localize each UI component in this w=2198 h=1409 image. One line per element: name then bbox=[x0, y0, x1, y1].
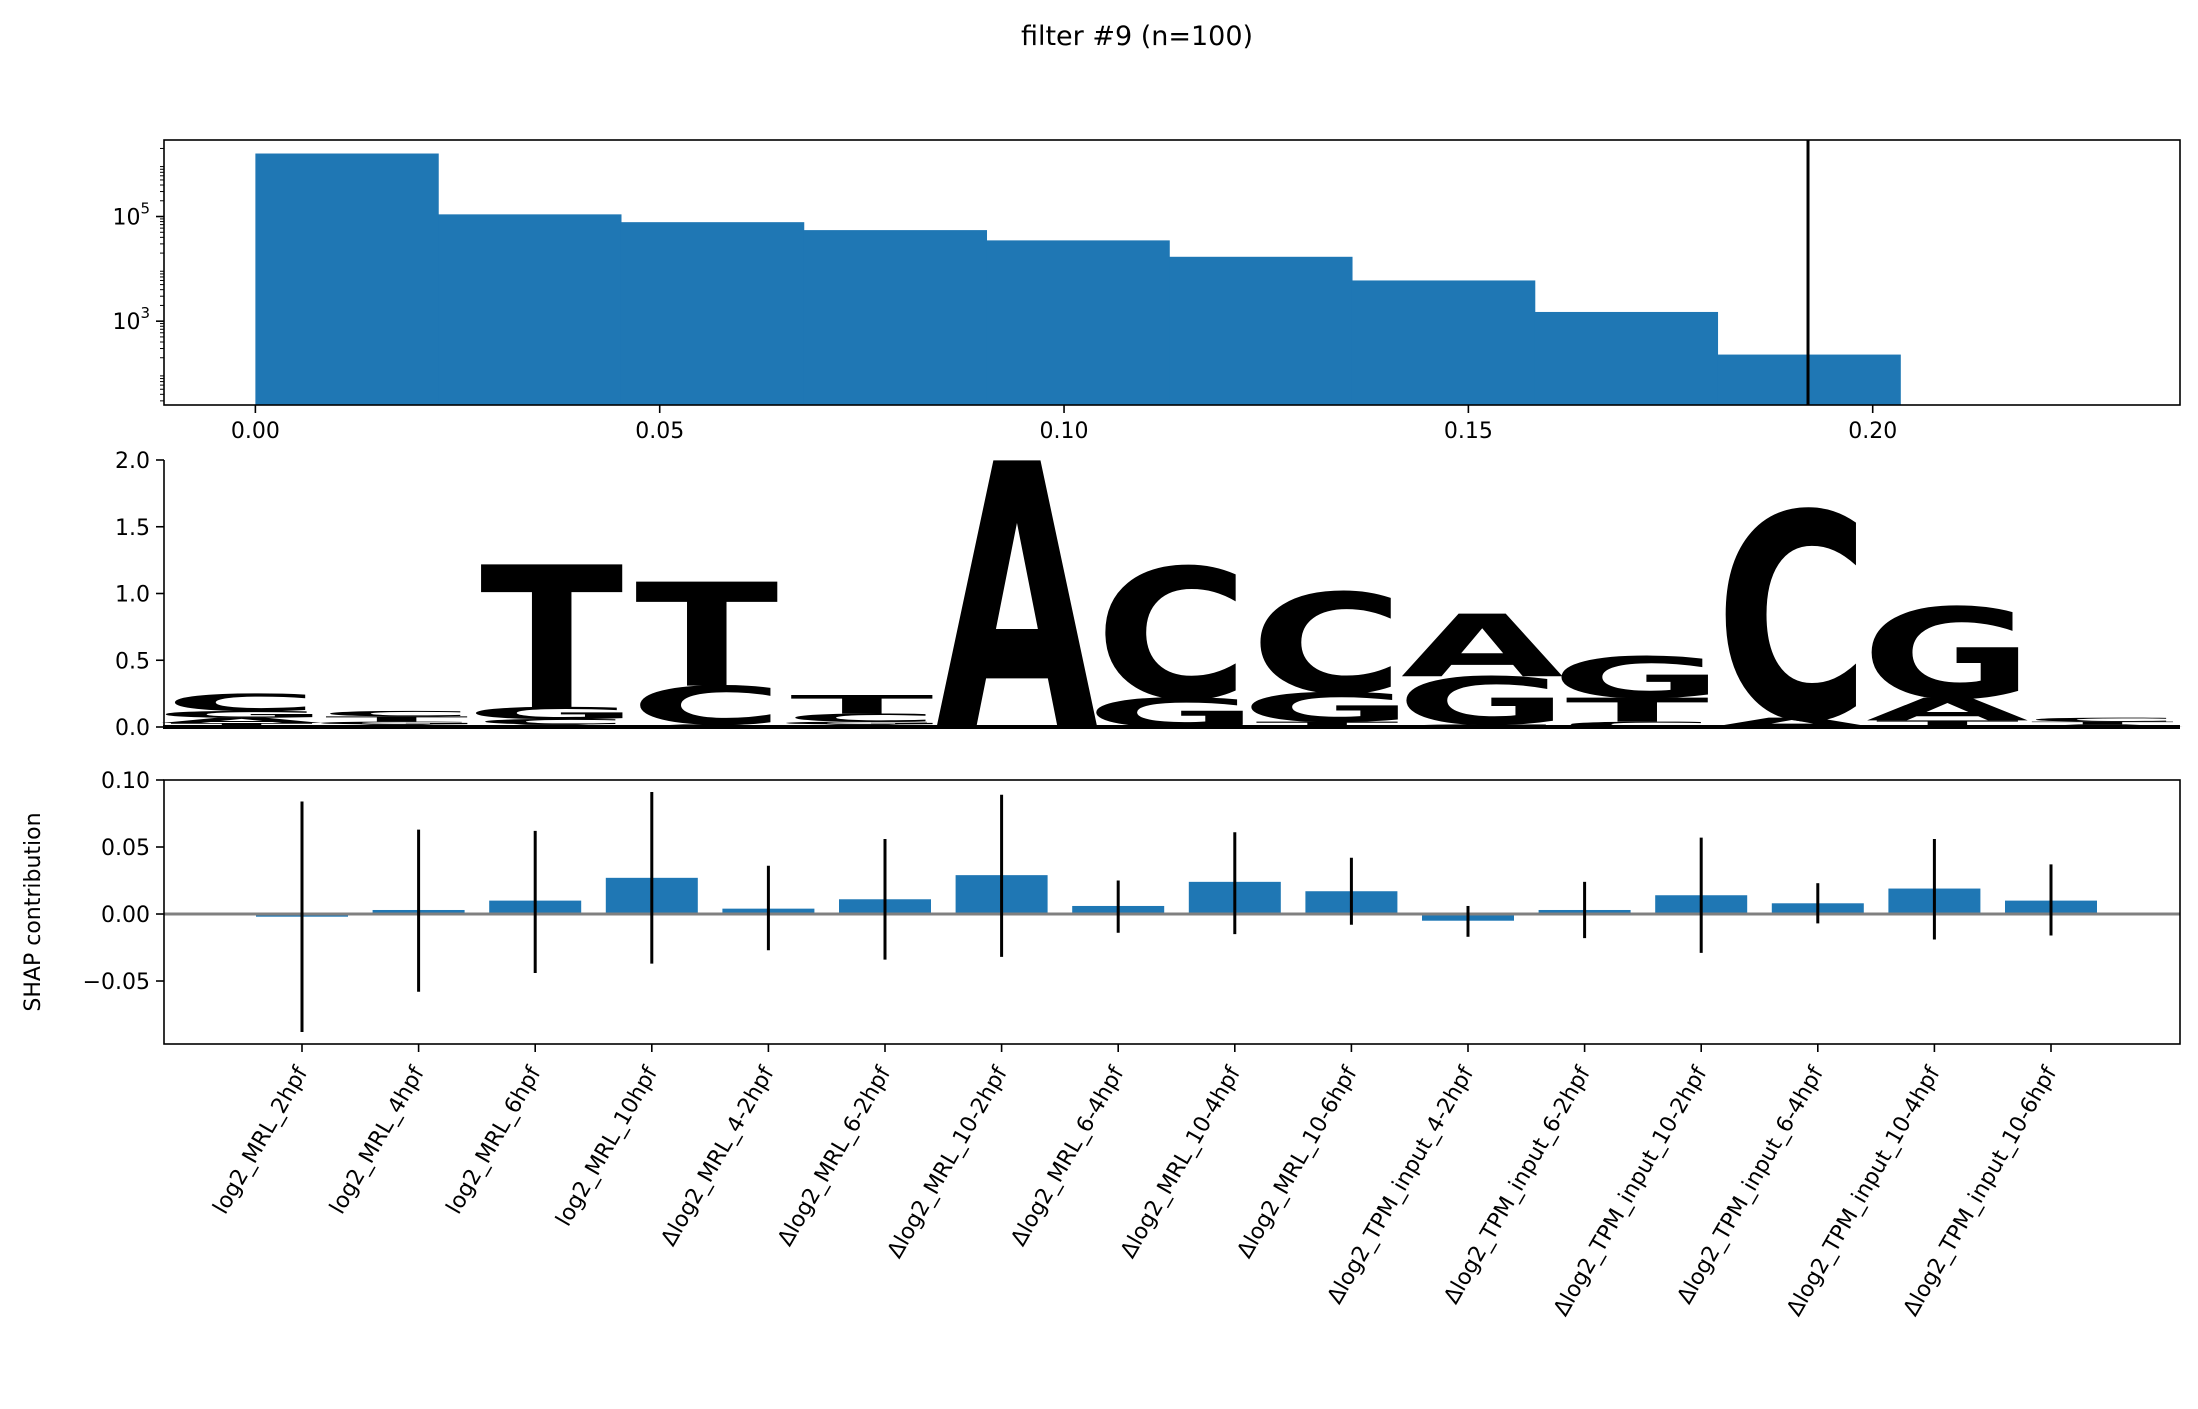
y-tick-label: 1.5 bbox=[115, 516, 150, 541]
histogram-bar bbox=[1169, 256, 1353, 405]
logo-letter-G: G bbox=[1241, 684, 1413, 731]
histogram-bars bbox=[255, 153, 1901, 405]
histogram-x-ticks: 0.00 0.05 0.10 0.15 0.20 bbox=[231, 405, 1897, 444]
histogram-bar bbox=[1351, 280, 1536, 405]
x-category-label: Δlog2_MRL_4-2hpf bbox=[657, 1061, 781, 1250]
shap-y-ticks: −0.05 0.00 0.05 0.10 bbox=[83, 769, 164, 995]
histogram-bar bbox=[803, 230, 988, 405]
logo-letter-A: A bbox=[160, 716, 323, 725]
logo-letter-C: C bbox=[475, 718, 629, 727]
y-tick-label: 0.5 bbox=[115, 649, 150, 674]
logo-letter-C: C bbox=[2025, 717, 2179, 723]
x-category-label: Δlog2_MRL_6-2hpf bbox=[773, 1061, 897, 1250]
logo-letter-C: C bbox=[1250, 565, 1404, 725]
logo-letter-G: G bbox=[1861, 582, 2033, 727]
histogram-bar bbox=[1534, 311, 1719, 405]
y-tick-label: 105 bbox=[112, 200, 150, 231]
shap-frame bbox=[163, 779, 2181, 1045]
shap-error-bars bbox=[300, 792, 2053, 1032]
logo-letter-G: G bbox=[465, 704, 637, 723]
logo-letter-T: T bbox=[480, 526, 623, 753]
logo-letter-C: C bbox=[1095, 532, 1249, 740]
shap-panel: −0.050.000.050.10 log2_MRL_2hpf log2_MRL_… bbox=[21, 769, 2181, 1320]
x-category-label: log2_MRL_4hpf bbox=[325, 1061, 430, 1218]
x-category-label: Δlog2_MRL_10-6hpf bbox=[1233, 1061, 1364, 1262]
x-category-label: Δlog2_MRL_10-2hpf bbox=[883, 1061, 1014, 1262]
shap-y-axis-label: SHAP contribution bbox=[21, 812, 46, 1011]
logo-letter-G: G bbox=[155, 709, 327, 720]
histogram-bar bbox=[255, 153, 439, 405]
x-tick-label: 0.05 bbox=[635, 419, 684, 444]
logo-letter-T: T bbox=[2031, 721, 2174, 725]
x-category-label: log2_MRL_6hpf bbox=[442, 1061, 547, 1218]
x-category-label: Δlog2_MRL_10-4hpf bbox=[1116, 1061, 1247, 1262]
histogram-y-ticks: 103 105 bbox=[112, 147, 164, 402]
x-tick-label: 0.00 bbox=[231, 419, 280, 444]
logo-letter-T: T bbox=[325, 715, 468, 724]
x-tick-label: 0.15 bbox=[1444, 419, 1493, 444]
shap-x-ticks: log2_MRL_2hpf log2_MRL_4hpf log2_MRL_6hpf l… bbox=[209, 1044, 2063, 1320]
logo-letter-A: A bbox=[936, 389, 1100, 815]
histogram-bar bbox=[986, 240, 1170, 405]
y-tick-label: 2.0 bbox=[115, 449, 150, 474]
histogram-frame bbox=[163, 139, 2181, 406]
y-tick-label: 0.10 bbox=[101, 769, 150, 794]
logo-letter-C: C bbox=[1715, 454, 1869, 785]
logo-letter-C: C bbox=[1560, 720, 1714, 729]
histogram-bar bbox=[620, 222, 805, 405]
x-tick-label: 0.10 bbox=[1040, 419, 1089, 444]
logo-letter-T: T bbox=[1876, 719, 2019, 730]
logo-letter-G: G bbox=[310, 721, 482, 725]
logo-letter-C: C bbox=[164, 689, 318, 717]
y-tick-label: 0.0 bbox=[115, 716, 150, 741]
figure-title: filter #9 (n=100) bbox=[1021, 21, 1253, 52]
x-category-label: log2_MRL_10hpf bbox=[551, 1061, 663, 1230]
x-category-label: log2_MRL_2hpf bbox=[209, 1061, 314, 1218]
logo-letter-T: T bbox=[1255, 720, 1398, 729]
logo-letter-A: A bbox=[1866, 692, 2029, 728]
x-category-label: Δlog2_MRL_6-4hpf bbox=[1006, 1061, 1130, 1250]
logo-letter-T: T bbox=[1566, 691, 1709, 729]
logo-y-ticks: 0.0 0.5 1.0 1.5 2.0 bbox=[115, 449, 164, 741]
logo-letter-G: G bbox=[776, 721, 948, 725]
histogram-panel: 0.00 0.05 0.10 0.15 0.20 103 105 bbox=[112, 139, 2181, 444]
logo-letter-G: G bbox=[1551, 645, 1723, 711]
y-tick-label: 103 bbox=[112, 304, 150, 335]
sequence-logo-panel: TAGCAGTCACGTACTAGCTAGCTGCCGACTGACTAGATC … bbox=[115, 389, 2184, 815]
x-tick-label: 0.20 bbox=[1848, 419, 1897, 444]
y-tick-label: 0.00 bbox=[101, 903, 150, 928]
y-tick-label: −0.05 bbox=[83, 970, 150, 995]
logo-letter-A: A bbox=[1401, 596, 1564, 696]
logo-letters: TAGCAGTCACGTACTAGCTAGCTGCCGACTGACTAGATC bbox=[155, 389, 2183, 815]
logo-letter-T: T bbox=[790, 690, 933, 720]
y-tick-label: 0.05 bbox=[101, 836, 150, 861]
logo-letter-C: C bbox=[785, 712, 939, 725]
y-tick-label: 1.0 bbox=[115, 583, 150, 608]
histogram-bar bbox=[438, 214, 622, 405]
logo-letter-C: C bbox=[320, 710, 474, 719]
logo-letter-T: T bbox=[635, 554, 778, 720]
